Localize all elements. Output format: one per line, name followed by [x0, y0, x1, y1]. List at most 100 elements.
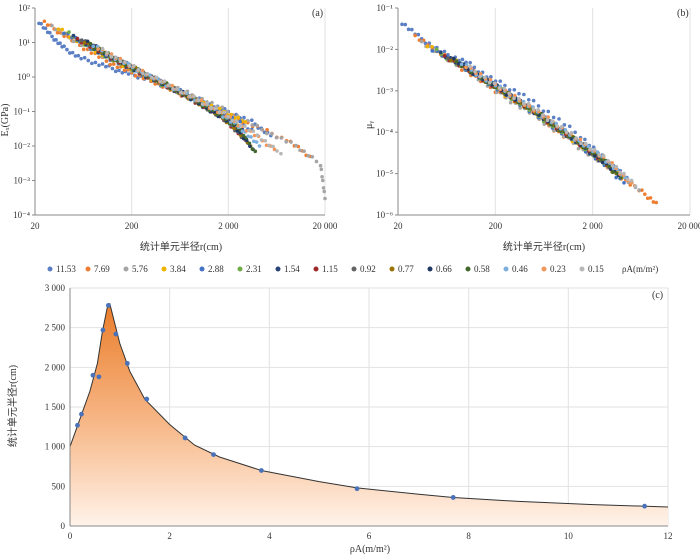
panel-b-ytick-label: 10⁻⁶: [376, 210, 393, 220]
panel-c-xtick-label: 8: [466, 531, 471, 541]
panel-a-point: [187, 94, 192, 99]
panel-a-chart: 20 200 2 000 20 000 10⁻⁴ 10⁻³ 10⁻² 10⁻¹ 10⁰ 10¹ 10…: [13, 3, 338, 231]
panel-c-point: [96, 374, 102, 380]
panel-a-point: [321, 186, 326, 190]
panel-b-point: [456, 61, 461, 66]
panel-b-point: [512, 96, 516, 101]
panel-a-point: [133, 74, 138, 78]
legend-marker: [123, 266, 129, 272]
panel-b-point: [522, 92, 526, 97]
panel-b-point: [434, 47, 439, 52]
panel-a-point: [175, 87, 179, 91]
panel-c-xtick-label: 10: [564, 531, 574, 541]
panel-b-point: [416, 32, 421, 37]
panel-b-point: [622, 180, 626, 185]
panel-a-point: [179, 90, 183, 95]
panel-a-point: [274, 135, 279, 140]
panel-b-xtick-label: 20 000: [678, 221, 700, 231]
panel-a-tag: (a): [312, 8, 323, 19]
panel-b-point: [460, 57, 465, 62]
panel-a-point: [75, 36, 80, 41]
panel-b-point: [526, 101, 531, 106]
panel-b-point: [452, 56, 456, 61]
panel-b-tag: (b): [677, 8, 689, 19]
panel-a-point: [235, 129, 240, 133]
panel-a-point: [250, 123, 255, 127]
panel-a-point: [272, 147, 277, 152]
panel-a-point: [221, 115, 225, 119]
panel-a-point: [105, 50, 109, 55]
panel-a-point: [96, 47, 100, 51]
panel-b-ytick-label: 10⁻³: [377, 86, 394, 96]
panel-a-point: [251, 129, 256, 134]
panel-a-point: [269, 131, 274, 136]
legend-marker: [389, 266, 395, 272]
legend-marker: [161, 266, 167, 272]
panel-b-point: [502, 86, 507, 91]
panel-a-point: [113, 69, 118, 74]
panel-a-point: [67, 30, 71, 34]
panel-b-point: [536, 104, 541, 108]
panel-a-point: [88, 41, 93, 46]
panel-b-ytick-label: 10⁻¹: [377, 3, 394, 13]
panel-b-point: [562, 123, 567, 127]
panel-a-point: [108, 62, 113, 67]
panel-a-point: [241, 136, 246, 141]
panel-b-point: [614, 175, 618, 180]
panel-c-chart: 0 2 4 6 8 10 12 0 500 1 000 1 500 2 000 2 500 3 000: [45, 283, 673, 541]
panel-c-point: [144, 396, 150, 402]
panel-a-point: [162, 79, 167, 84]
panel-a-point: [50, 23, 54, 28]
panel-a-point: [56, 27, 61, 31]
panel-a-point: [183, 90, 188, 95]
panel-a-point: [122, 68, 127, 73]
panel-a-point: [318, 163, 323, 168]
panel-a-point: [85, 39, 90, 44]
panel-b-xtick-label: 2 000: [583, 221, 604, 231]
panel-b-point: [507, 88, 512, 92]
legend-marker: [313, 266, 319, 272]
panel-a-point: [210, 100, 214, 105]
panel-a-point: [306, 154, 311, 158]
panel-a-point: [71, 39, 76, 44]
panel-b-point: [643, 192, 647, 197]
panel-a-point: [250, 118, 254, 123]
panel-b-point: [611, 166, 616, 171]
panel-a-point: [322, 189, 327, 194]
panel-a-point: [79, 38, 83, 43]
panel-b-point: [508, 100, 513, 105]
legend-label: 2.31: [246, 264, 262, 274]
panel-a-point: [320, 178, 325, 183]
panel-a-point: [86, 58, 91, 63]
panel-a-point: [302, 149, 306, 153]
panel-b-point: [618, 170, 622, 175]
panel-b-point: [542, 122, 547, 127]
panel-a-point: [39, 21, 43, 26]
legend-label: 0.77: [398, 264, 414, 274]
panel-a-point: [246, 134, 250, 139]
panel-b-point: [419, 39, 424, 44]
panel-b-point: [651, 200, 656, 204]
panel-a-point: [118, 59, 123, 64]
panel-a-point: [120, 70, 125, 75]
panel-b-ylabel: μᵧ: [364, 121, 375, 129]
panel-b-point: [640, 188, 644, 192]
panel-b-point: [498, 79, 503, 83]
panel-a-point: [109, 55, 114, 59]
panel-b-point: [521, 101, 526, 106]
panel-b-point: [478, 74, 482, 79]
panel-a-ytick-label: 10⁻²: [14, 141, 31, 151]
legend-label: 0.66: [436, 264, 452, 274]
panel-b-point: [583, 141, 588, 146]
panel-b-point: [574, 136, 578, 140]
panel-a-point: [53, 27, 58, 32]
panel-a-point: [294, 143, 298, 148]
panel-a-point: [100, 62, 105, 66]
panel-a-point: [314, 159, 319, 164]
panel-c-xtick-label: 2: [167, 531, 172, 541]
panel-a-point: [93, 50, 98, 54]
panel-b-point: [430, 44, 434, 49]
panel-b-point: [513, 93, 517, 98]
panel-a-point: [73, 54, 78, 58]
panel-a-point: [55, 30, 60, 35]
